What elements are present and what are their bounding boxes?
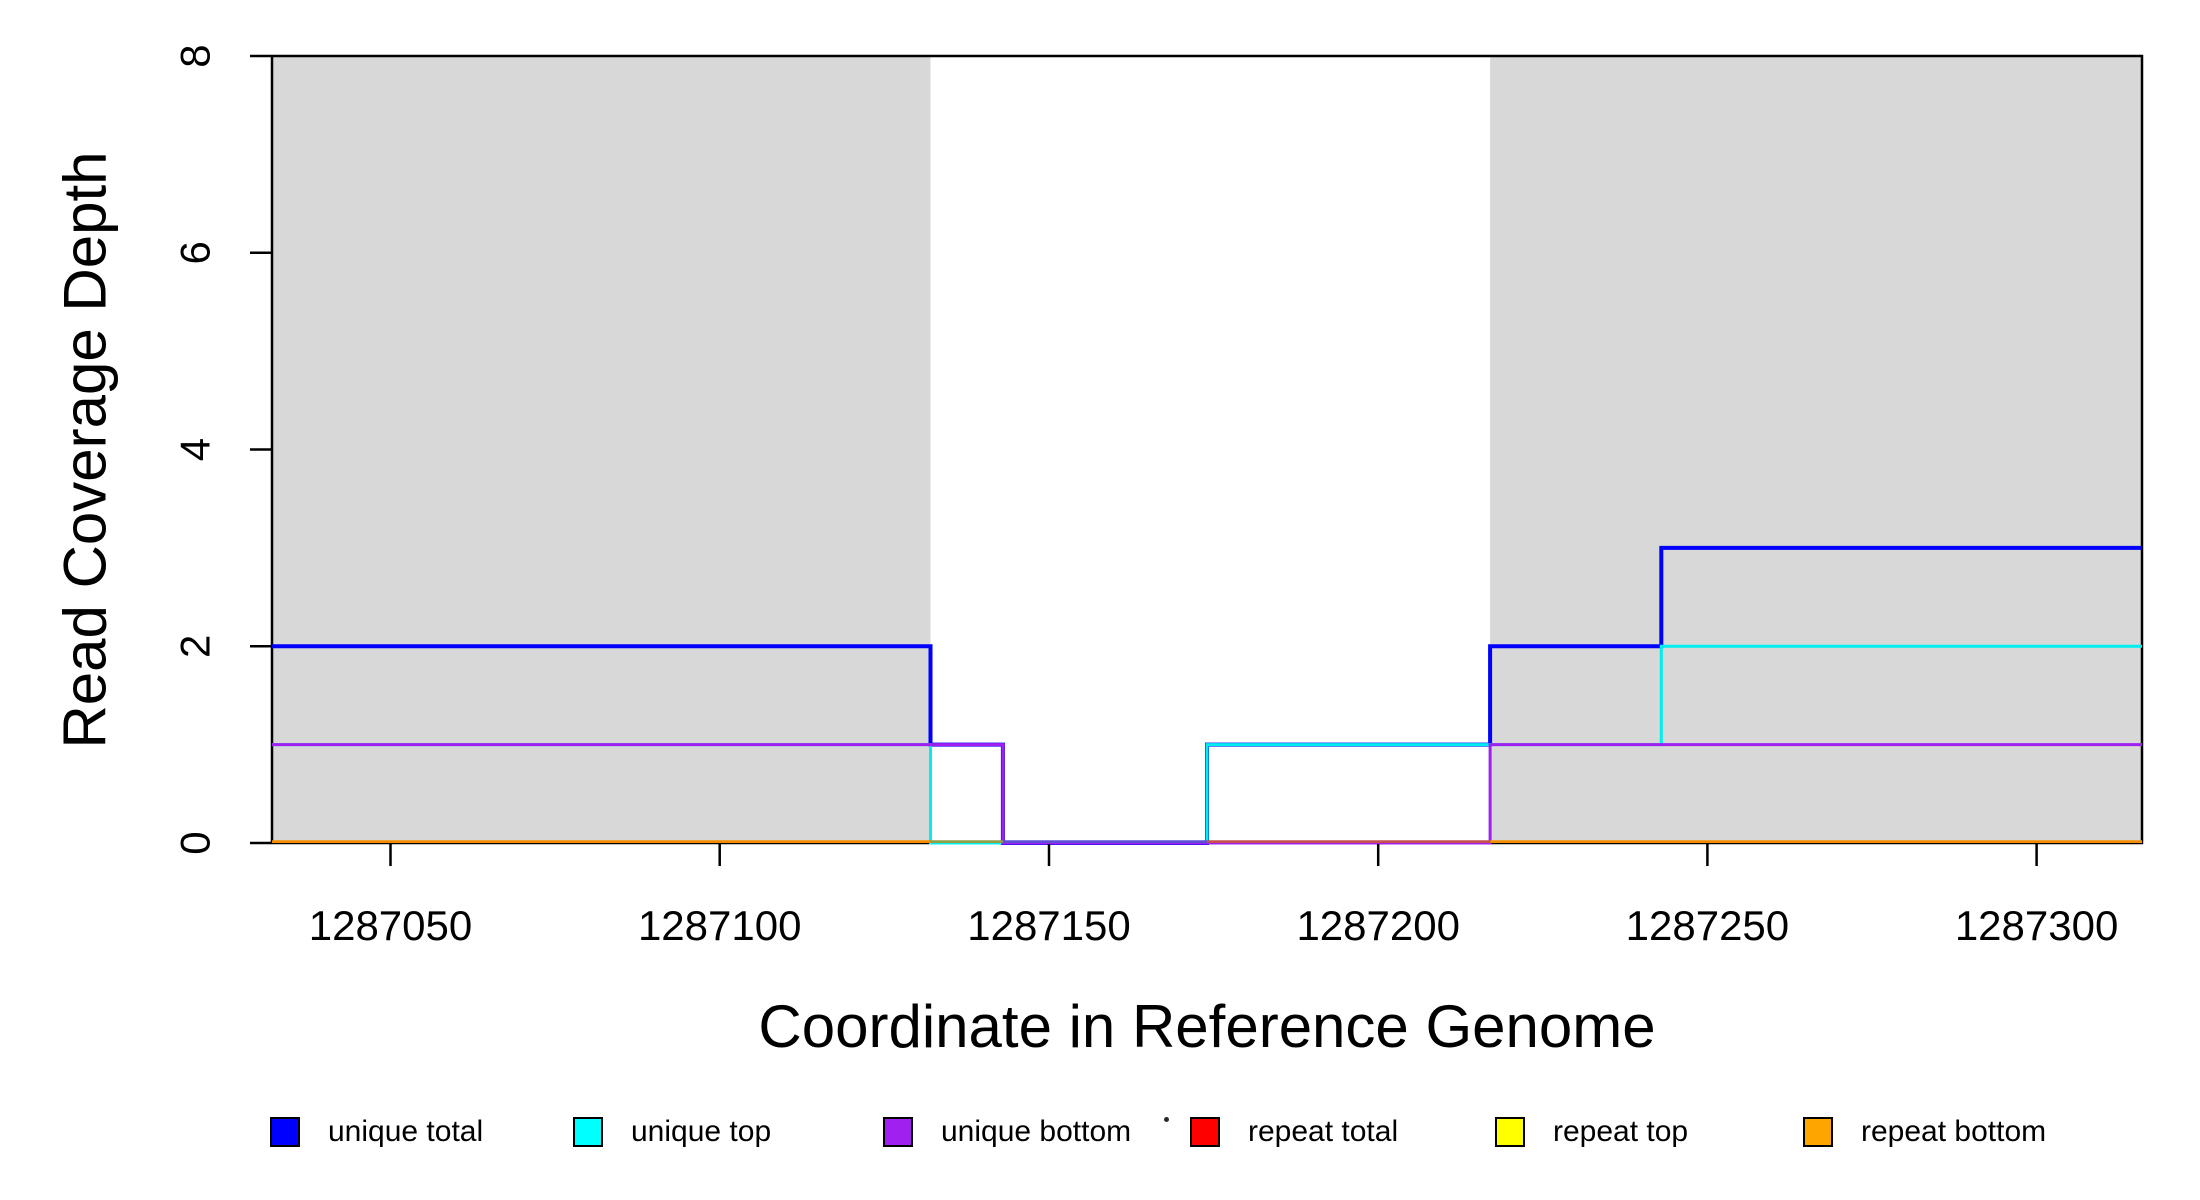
y-tick-label: 2 [172, 635, 219, 658]
legend-artifact-dot [1164, 1117, 1169, 1122]
legend-swatch-unique-bottom [883, 1117, 913, 1147]
legend-swatch-repeat-total [1190, 1117, 1220, 1147]
repeat-region-shade [1490, 56, 2142, 843]
x-axis-title: Coordinate in Reference Genome [758, 993, 1656, 1060]
legend-label: unique total [328, 1115, 484, 1148]
x-tick-label: 1287100 [638, 902, 802, 949]
legend-entry-unique-total: unique total [270, 1105, 483, 1159]
legend-entry-repeat-bottom: repeat bottom [1803, 1105, 2046, 1159]
y-tick-label: 6 [172, 241, 219, 264]
legend-swatch-repeat-bottom [1803, 1117, 1833, 1147]
legend-entry-unique-bottom: unique bottom [883, 1105, 1131, 1159]
legend-label: repeat top [1553, 1115, 1689, 1148]
y-axis-title: Read Coverage Depth [51, 151, 119, 749]
y-tick-label: 4 [172, 438, 219, 461]
x-tick-label: 1287250 [1626, 902, 1790, 949]
x-tick-label: 1287200 [1296, 902, 1460, 949]
y-tick-label: 0 [172, 831, 219, 854]
legend-label: unique bottom [941, 1115, 1132, 1148]
legend-entry-unique-top: unique top [573, 1105, 771, 1159]
y-tick-label: 8 [172, 44, 219, 67]
legend-entry-repeat-total: repeat total [1190, 1105, 1398, 1159]
series-line-unique-top [272, 644, 2142, 845]
legend-entry-repeat-top: repeat top [1495, 1105, 1688, 1159]
series-line-unique-bottom [272, 743, 2142, 845]
x-tick-label: 1287150 [967, 902, 1131, 949]
legend-swatch-unique-total [270, 1117, 300, 1147]
repeat-region-shade [272, 56, 931, 843]
legend-label: repeat total [1248, 1115, 1399, 1148]
legend: unique total unique top unique bottom repea… [0, 1105, 2200, 1159]
legend-swatch-repeat-top [1495, 1117, 1525, 1147]
x-tick-label: 1287050 [309, 902, 473, 949]
legend-swatch-unique-top [573, 1117, 603, 1147]
legend-label: unique top [631, 1115, 772, 1148]
x-tick-label: 1287300 [1955, 902, 2119, 949]
legend-label: repeat bottom [1861, 1115, 2047, 1148]
